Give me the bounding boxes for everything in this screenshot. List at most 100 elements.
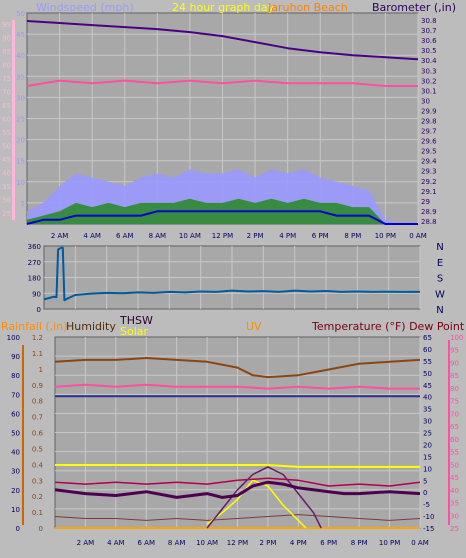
wind-x-tick-label: 2 PM (247, 232, 264, 240)
outer-right-tick-label: 85 (450, 372, 459, 380)
barometer-y-tick-label: 30.3 (421, 67, 437, 75)
temperature-y-tick-label: 20 (423, 441, 432, 449)
solar-legend-label: Solar (120, 325, 149, 338)
rainfall-y-tick-label: 60 (11, 410, 20, 418)
rainfall-axis-title: Rainfall (,in) (1, 320, 68, 333)
pink-scale-tick-label: 90 (2, 34, 11, 42)
wind-y-tick-label: 15 (16, 158, 25, 166)
temperature-y-tick-label: 45 (423, 382, 432, 390)
outer-right-tick-label: 65 (450, 423, 459, 431)
uv-y-tick-label: 0.4 (32, 461, 44, 469)
pink-scale-tick-label: 85 (2, 48, 11, 56)
solar-line (55, 464, 420, 468)
barometer-y-tick-label: 29.8 (421, 118, 437, 126)
direction-compass-label: W (435, 289, 445, 300)
pink-scale-tick-label: 35 (2, 183, 11, 191)
pink-scale-tick-label: 25 (2, 210, 11, 218)
temperature-y-tick-label: 25 (423, 430, 432, 438)
temperature-y-tick-label: 10 (423, 465, 432, 473)
uv-y-tick-label: 0.8 (32, 398, 43, 406)
wind-y-tick-label: 40 (16, 52, 25, 60)
rainfall-y-tick-label: 70 (11, 391, 20, 399)
pink-scale-tick-label: 45 (2, 156, 11, 164)
wind-x-tick-label: 8 PM (344, 232, 361, 240)
uv-y-tick-label: 0.5 (32, 445, 43, 453)
uv-y-tick-label: 0.9 (32, 382, 43, 390)
rainfall-y-tick-label: 90 (11, 353, 20, 361)
wind-direction-line (43, 246, 420, 302)
barometer-line (26, 20, 419, 61)
rainfall-y-tick-label: 20 (11, 487, 20, 495)
barometer-y-tick-label: 29.4 (421, 158, 437, 166)
climate-x-tick-label: 12 PM (227, 539, 248, 547)
temperature-axis-strip (448, 340, 450, 525)
barometer-y-tick-label: 29.9 (421, 107, 437, 115)
wind-x-tick-label: 4 PM (279, 232, 296, 240)
rainfall-y-tick-label: 80 (11, 372, 20, 380)
pink-scale-tick-label: 40 (2, 170, 11, 178)
barometer-y-tick-label: 30.5 (421, 47, 437, 55)
climate-x-tick-label: 2 PM (259, 539, 276, 547)
wind-average-line (26, 210, 418, 225)
wind-x-tick-label: 6 PM (312, 232, 329, 240)
climate-x-tick-label: 8 AM (168, 539, 186, 547)
outer-right-tick-label: 60 (450, 436, 459, 444)
uv-y-tick-label: 0 (39, 525, 43, 533)
uv-y-tick-label: 1.1 (32, 350, 43, 358)
temperature-y-tick-label: 35 (423, 406, 432, 414)
barometer-y-tick-label: 30.7 (421, 27, 437, 35)
direction-compass-label: E (437, 258, 443, 269)
uv-y-tick-label: 0.7 (32, 414, 43, 422)
direction-compass-label: S (437, 274, 443, 285)
direction-compass-label: N (436, 305, 443, 316)
temperature-y-tick-label: 40 (423, 394, 432, 402)
barometer-y-tick-label: 30 (421, 97, 430, 105)
uv-y-tick-label: 0.1 (32, 509, 43, 517)
uv-axis-title: UV (246, 320, 262, 333)
secondary-curve-line (54, 514, 421, 521)
outer-right-tick-label: 100 (450, 334, 463, 342)
barometer-y-tick-label: 29.1 (421, 188, 437, 196)
temperature-line (54, 480, 421, 499)
wind-y-tick-label: 50 (16, 10, 25, 18)
pink-series-line (54, 383, 420, 390)
outer-right-tick-label: 35 (450, 500, 459, 508)
direction-y-tick-label: 360 (28, 243, 41, 251)
wind-x-tick-label: 6 AM (116, 232, 134, 240)
outer-right-tick-label: 50 (450, 461, 459, 469)
uv-y-tick-label: 1 (39, 366, 43, 374)
outer-right-tick-label: 70 (450, 410, 459, 418)
barometer-y-tick-label: 29 (421, 198, 430, 206)
temperature-y-tick-label: -5 (423, 501, 430, 509)
pink-scale-tick-label: 95 (2, 21, 11, 29)
rainfall-y-tick-label: 100 (7, 334, 20, 342)
pink-series-line (26, 79, 418, 87)
outer-right-tick-label: 25 (450, 525, 459, 533)
barometer-y-tick-label: 29.6 (421, 138, 437, 146)
temperature-y-tick-label: -15 (423, 525, 434, 533)
pink-scale-tick-label: 70 (2, 88, 11, 96)
wind-y-tick-label: 35 (16, 73, 25, 81)
barometer-y-tick-label: 29.2 (421, 178, 437, 186)
barometer-y-tick-label: 30.8 (421, 17, 437, 25)
pink-scale-tick-label: 55 (2, 129, 11, 137)
temperature-y-tick-label: 55 (423, 358, 432, 366)
outer-right-tick-label: 55 (450, 449, 459, 457)
site-name: Jaruhon Beach (268, 1, 348, 14)
wind-y-tick-label: 45 (16, 31, 25, 39)
barometer-axis-title: Barometer (,in) (372, 1, 456, 14)
climate-x-tick-label: 4 PM (290, 539, 307, 547)
wind-x-tick-label: 12 PM (212, 232, 233, 240)
temperature-y-tick-label: 60 (423, 346, 432, 354)
wind-x-tick-label: 2 AM (51, 232, 69, 240)
thsw-line (54, 477, 421, 487)
uv-y-tick-label: 0.2 (32, 493, 43, 501)
temperature-axis-title: Temperature (°F) Dew Point (°F) (312, 320, 466, 333)
solar-envelope-line (206, 466, 322, 529)
temperature-y-tick-label: 30 (423, 418, 432, 426)
outer-right-tick-label: 30 (450, 512, 459, 520)
temperature-y-tick-label: 50 (423, 370, 432, 378)
pink-scale-tick-label: 65 (2, 102, 11, 110)
direction-y-tick-label: 270 (28, 259, 41, 267)
